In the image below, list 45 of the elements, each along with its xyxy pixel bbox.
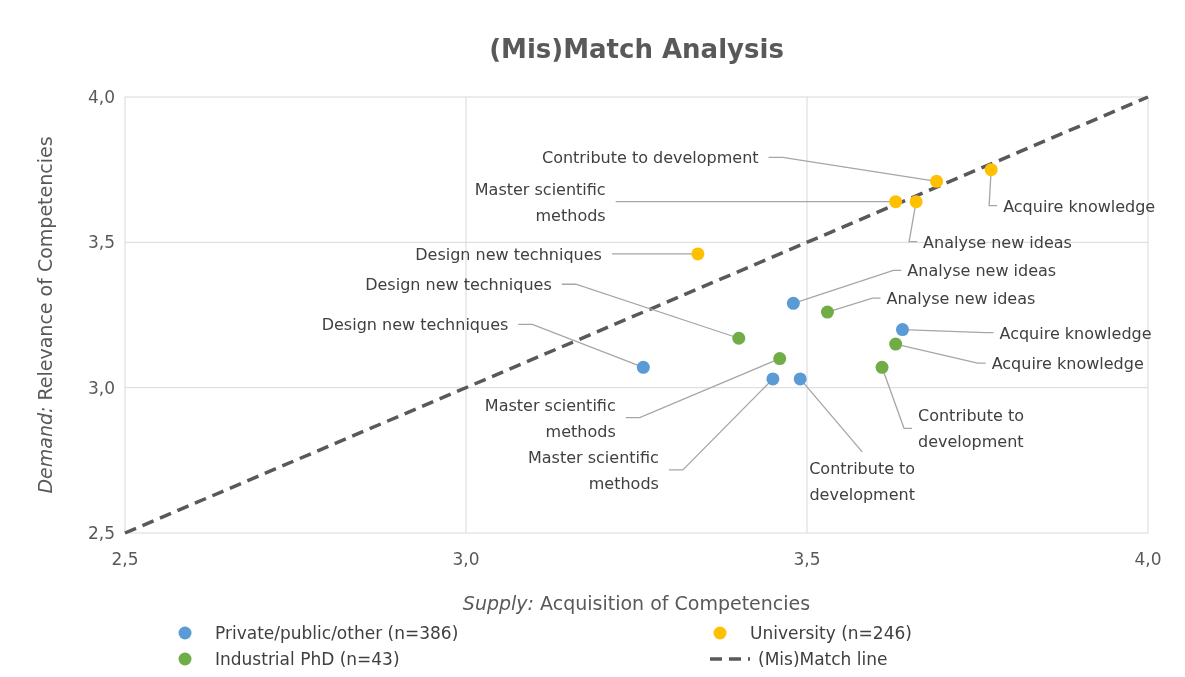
x-axis-title: Supply: Acquisition of Competencies (462, 592, 811, 614)
annotation: Design new techniques (321, 315, 509, 335)
legend-label: (Mis)Match line (758, 649, 888, 669)
point (895, 323, 909, 337)
x-tick-label: 3,5 (793, 549, 821, 569)
annotation: Analyse new ideas (907, 261, 1057, 281)
point (773, 352, 787, 366)
annotation: Acquire knowledge (991, 354, 1144, 374)
x-tick-label: 3,0 (452, 549, 480, 569)
x-tick-label: 4,0 (1134, 549, 1162, 569)
point (909, 195, 923, 209)
point (889, 195, 903, 209)
annotation: Contribute to development (918, 406, 1024, 452)
point (793, 372, 807, 386)
annotation: Master scientific methods (528, 447, 659, 493)
annotation: Contribute to development (541, 148, 759, 168)
y-tick-label: 3,5 (87, 232, 115, 253)
annotation: Master scientific methods (474, 179, 606, 225)
y-tick-label: 2,5 (87, 523, 115, 543)
x-tick-label: 2,5 (111, 549, 139, 569)
point (636, 360, 650, 374)
annotation: Design new techniques (415, 244, 602, 264)
annotation: Contribute to development (809, 458, 916, 504)
point (984, 163, 998, 177)
point (691, 247, 705, 261)
legend-label: University (n=246) (750, 623, 912, 643)
point (889, 337, 903, 351)
legend-label: Industrial PhD (n=43) (215, 649, 400, 669)
annotation: Analyse new ideas (923, 232, 1072, 252)
point (875, 360, 889, 374)
point (930, 174, 944, 188)
annotation: Design new techniques (365, 275, 552, 295)
point (732, 331, 746, 345)
annotation: Master scientific methods (484, 395, 616, 441)
y-tick-label: 3,0 (87, 377, 115, 398)
legend-label: Private/public/other (n=386) (215, 623, 459, 643)
point (786, 296, 800, 310)
point (766, 372, 780, 386)
chart-title: (Mis)Match Analysis (489, 34, 784, 64)
annotation: Analyse new ideas (886, 289, 1036, 309)
annotation: Acquire knowledge (1003, 196, 1156, 216)
y-axis-title: Demand: Relevance of Competencies (34, 136, 56, 494)
annotation: Acquire knowledge (999, 323, 1152, 343)
y-tick-label: 4,0 (87, 87, 115, 107)
point (820, 305, 834, 319)
